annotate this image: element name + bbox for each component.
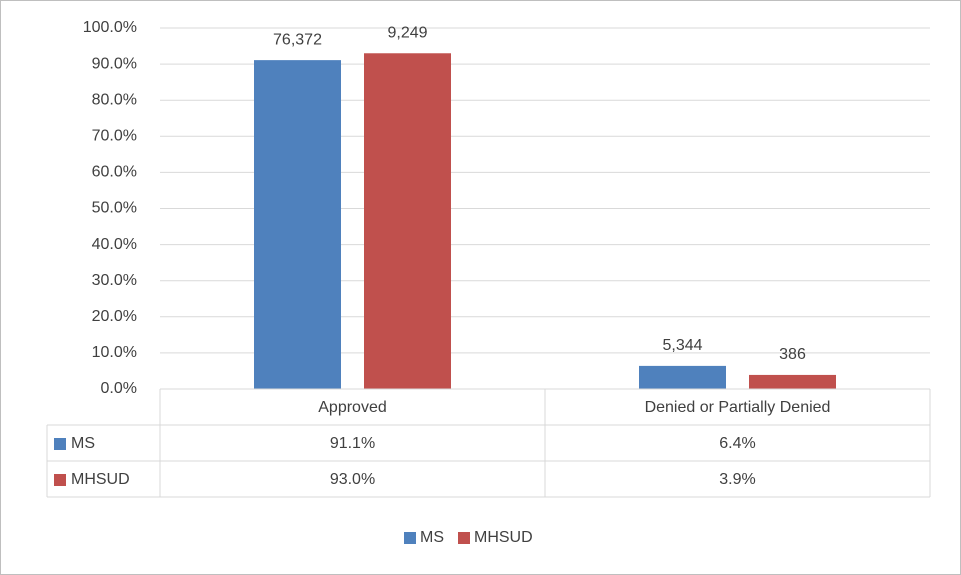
y-tick-label: 50.0% <box>92 200 137 217</box>
legend-key <box>404 532 416 544</box>
y-tick-label: 30.0% <box>92 272 137 289</box>
table-cell: 6.4% <box>719 435 755 452</box>
y-tick-label: 60.0% <box>92 164 137 181</box>
table-legend-key <box>54 474 66 486</box>
x-tick-label: Denied or Partially Denied <box>645 399 831 416</box>
table-cell: 93.0% <box>330 471 375 488</box>
data-label: 76,372 <box>273 31 322 48</box>
y-tick-label: 90.0% <box>92 55 137 72</box>
table-cell: 91.1% <box>330 435 375 452</box>
y-tick-label: 0.0% <box>101 380 137 397</box>
y-tick-label: 40.0% <box>92 236 137 253</box>
y-tick-label: 20.0% <box>92 308 137 325</box>
data-label: 5,344 <box>662 337 702 354</box>
bar <box>749 374 836 389</box>
y-tick-label: 10.0% <box>92 344 137 361</box>
legend-label: MHSUD <box>474 529 533 546</box>
x-tick-label: Approved <box>318 399 387 416</box>
table-legend-key <box>54 438 66 450</box>
bar <box>254 60 341 390</box>
bar <box>639 365 726 389</box>
bar <box>364 53 451 390</box>
legend-label: MS <box>420 529 444 546</box>
y-tick-label: 100.0% <box>83 19 137 36</box>
y-tick-label: 70.0% <box>92 128 137 145</box>
legend-key <box>458 532 470 544</box>
data-label: 9,249 <box>387 24 427 41</box>
y-tick-label: 80.0% <box>92 91 137 108</box>
table-row-header: MS <box>71 435 95 452</box>
data-label: 386 <box>779 346 806 363</box>
table-cell: 3.9% <box>719 471 755 488</box>
table-row-header: MHSUD <box>71 471 130 488</box>
